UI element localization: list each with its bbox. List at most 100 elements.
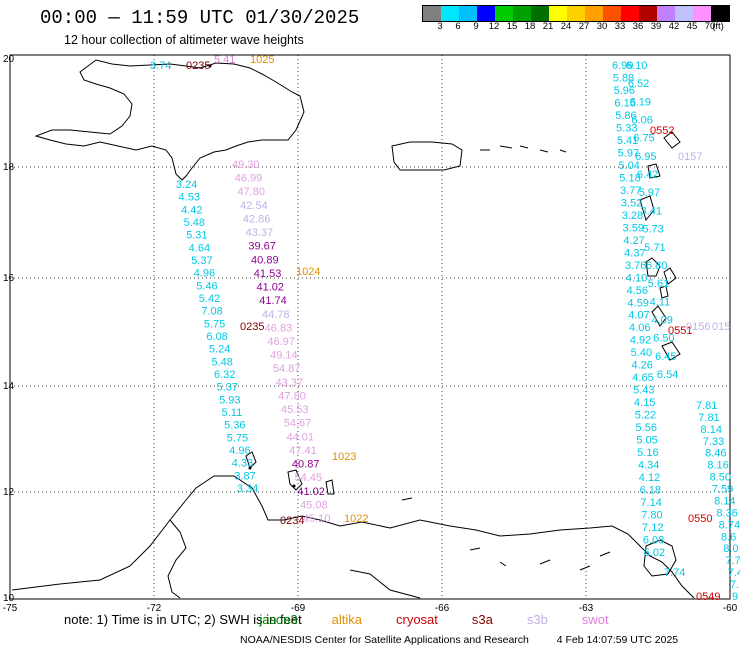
coast-ticks [401,497,611,571]
wave-height-value: 3.74 [150,60,171,72]
wave-height-value: 5.93 [219,394,240,406]
wave-height-value: 7.59 [712,484,733,496]
scale-label: 24 [560,21,572,32]
wave-height-value: 40.89 [251,254,279,266]
wave-height-value: 5.37 [217,382,238,394]
curacao-island [245,451,257,469]
wave-height-value: 8.6 [721,531,736,543]
wave-height-value: 54.67 [284,418,312,430]
pass-time-label: 0550 [688,513,712,525]
latitude-label: 20 [3,54,15,65]
wave-height-value: 7.12 [642,522,663,534]
wave-height-value: 4.33 [232,458,253,470]
wave-height-value: 5.97 [639,187,660,199]
scale-label: 27 [578,21,590,32]
scale-label: 70 [704,21,716,32]
wave-height-value: 7.74 [664,567,685,579]
wave-height-value: 4.34 [638,460,659,472]
wave-height-value: 5.41 [214,54,235,66]
scale-swatch [495,6,513,21]
scale-label: 33 [614,21,626,32]
scale-label: 21 [542,21,554,32]
wave-height-value: 5.48 [184,217,205,229]
wave-height-value: 7.7 [725,555,740,567]
wave-height-value: 8.0 [723,543,738,555]
wave-height-value: 6.75 [633,133,654,145]
wave-height-value: 6.19 [630,96,651,108]
scale-swatch [639,6,657,21]
wave-height-value: 47.80 [278,390,306,402]
wave-height-value: 4.15 [634,397,655,409]
scale-label: 39 [650,21,662,32]
wave-height-value: 4.96 [229,445,250,457]
scale-label: 18 [524,21,536,32]
wave-height-value: 6.02 [644,547,665,559]
scale-swatch [657,6,675,21]
pass-time-label: 0157 [678,151,702,163]
pass-time-label: 015 [712,321,730,333]
wave-height-value: 4.92 [630,335,651,347]
wave-height-value: 5.11 [222,407,243,419]
wave-height-value: 5.75 [227,432,248,444]
satellite-name: s3a [471,612,493,627]
wave-height-value: 49.30 [232,159,260,171]
wave-height-value: 6.08 [206,331,227,343]
scale-label: 6 [455,21,461,32]
coastlines [11,59,695,599]
wave-height-value: 6.50 [653,333,674,345]
wave-height-value: 5.18 [619,172,640,184]
pass-time-label: 1024 [296,266,320,278]
wave-height-value: 4.37 [624,247,645,259]
wave-height-value: 4.26 [631,360,652,372]
wave-height-value: 5.36 [224,420,245,432]
wave-height-value: 3.87 [234,470,255,482]
wave-height-value: 6.52 [628,78,649,90]
scale-swatch [603,6,621,21]
color-scale-bar [422,5,730,22]
satellite-name: cryosat [395,612,438,627]
scale-label: 30 [596,21,608,32]
wave-height-value: 5.96 [614,85,635,97]
latitude-label: 10 [3,593,15,604]
wave-height-value: 3.52 [621,197,642,209]
scale-label: 3 [437,21,443,32]
wave-height-value: 6.10 [626,60,647,72]
wave-height-value: 42.86 [243,213,271,225]
wave-height-value: 4.56 [627,285,648,297]
wave-height-value: 5.71 [644,242,665,254]
wave-height-value: 7.80 [641,510,662,522]
scale-swatch [513,6,531,21]
scale-swatch [549,6,567,21]
wave-height-value: 6.42 [637,169,658,181]
axis-labels: -75 -72 -69 -66 -63 -60 20 18 16 14 12 10 [3,54,738,614]
wave-height-value: 8.16 [707,460,728,472]
longitude-label: -63 [579,603,594,614]
wave-height-value: 3.34 [237,483,258,495]
wave-height-value: 40.87 [292,459,320,471]
pass-time-label: 0549 [696,591,720,603]
map-subtitle: 12 hour collection of altimeter wave hei… [64,33,304,47]
scale-swatch [441,6,459,21]
scale-label: 36 [632,21,644,32]
wave-height-value: 6.08 [643,535,664,547]
wave-height-value: 45.08 [300,499,328,511]
wave-height-value: 5.56 [636,422,657,434]
wave-height-value: 4.10 [626,272,647,284]
longitude-label: -75 [3,603,18,614]
wave-height-value: 8.14 [701,424,722,436]
wave-height-value: 43.37 [276,377,304,389]
map-title: 00:00 — 11:59 UTC 01/30/2025 [40,7,360,29]
wave-height-value: 5.75 [204,318,225,330]
wave-height-value: 44.01 [286,431,314,443]
pass-time-label: 0234 [280,515,304,527]
wave-height-value: 41.02 [257,282,285,294]
track-markers [208,64,296,488]
graticule [10,55,730,599]
pass-time-label: 0235 [240,321,264,333]
trinidad-island [643,539,677,577]
wave-height-value: 5.41 [617,135,638,147]
altimeter-tracks: 3.74 0235 5.41 10253.244.534.425.485.314.64… [150,54,740,603]
scale-unit: (ft) [712,21,724,32]
latitude-label: 16 [3,273,15,284]
latitude-label: 14 [3,381,15,392]
